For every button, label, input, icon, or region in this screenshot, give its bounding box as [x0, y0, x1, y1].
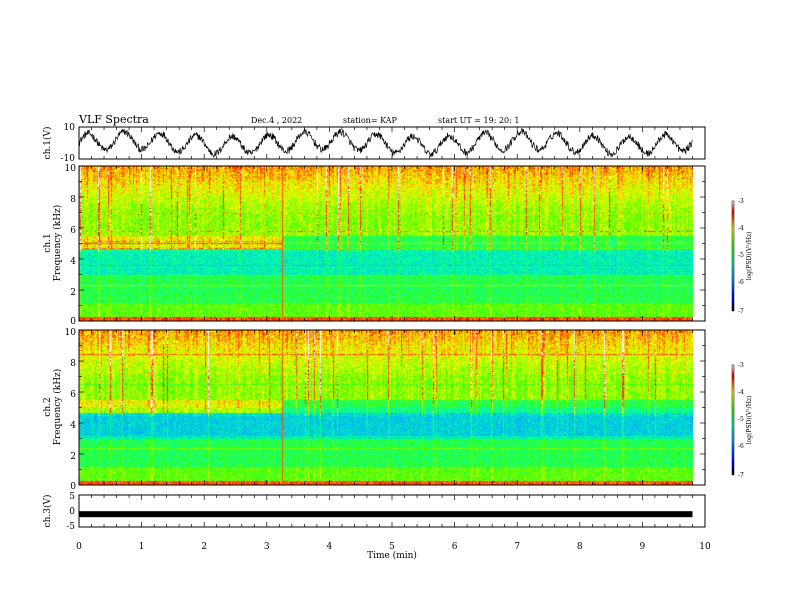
ch3-waveform-line [79, 511, 693, 518]
ch1-spectrogram-heatmap [79, 166, 693, 321]
x-tick-label-9: 9 [640, 542, 646, 552]
x-tick-label-4: 4 [327, 542, 333, 552]
x-tick-label-5: 5 [389, 542, 395, 552]
ch2-ytick-4: 4 [70, 421, 76, 431]
ch1-ytick-6: 6 [70, 226, 76, 236]
ch1-waveform-ylabel: ch.1(V) [42, 127, 53, 160]
ch2-channel-label: ch.2 [43, 397, 53, 416]
x-tick-label-1: 1 [139, 542, 145, 552]
x-tick-label-10: 10 [699, 542, 711, 552]
ch1-colorbar-tick-0: -3 [738, 198, 744, 205]
ch2-colorbar-tick-1: -4 [738, 389, 744, 396]
ch1-ytick-0: 0 [70, 317, 76, 327]
ch1-colorbar-tick-1: -4 [738, 225, 744, 232]
ch2-colorbar [731, 364, 735, 476]
x-axis-label: Time (min) [367, 550, 417, 561]
station-label: station= KAP [343, 116, 398, 125]
ch1-colorbar-tick-4: -7 [738, 308, 744, 315]
ch1-ytick-8: 8 [70, 195, 76, 205]
ch2-spectrogram-heatmap [79, 330, 693, 485]
ch1-ytick-2: 2 [70, 288, 76, 298]
ch1-colorbar-tick-3: -6 [738, 279, 744, 286]
date-label: Dec.4 , 2022 [251, 116, 302, 125]
ch2-colorbar-label: log(PSD)(V²/Hz) [746, 396, 753, 445]
ch1-waveform-panel: 10 -10 ch.1(V) [42, 123, 706, 164]
ch3-waveform-panel: 5 0 -5 ch.3(V) [42, 492, 706, 532]
ch2-ytick-8: 8 [70, 359, 76, 369]
x-tick-label-3: 3 [264, 542, 270, 552]
ch2-ytick-6: 6 [70, 390, 76, 400]
ch3-waveform-frame [78, 494, 706, 528]
ch3-ytick-top: 5 [69, 492, 75, 502]
start-time-label: start UT = 19: 20: 1 [438, 116, 519, 125]
x-axis: 0 1 2 3 4 5 6 7 8 9 10 Time (min) [76, 542, 711, 561]
ch3-ytick-bottom: -5 [66, 522, 75, 532]
x-tick-label-0: 0 [76, 542, 82, 552]
ch3-ytick-mid: 0 [69, 507, 75, 517]
ch3-waveform-ylabel: ch.3(V) [42, 495, 53, 528]
ch1-colorbar [731, 200, 735, 312]
ch1-spectrogram-panel: 0 2 4 6 8 10 ch.1 Frequency (kHz) -3 -4 … [43, 164, 753, 327]
ch2-ytick-0: 0 [70, 482, 76, 492]
ch1-ytick-10: 10 [65, 164, 77, 174]
figure-title: VLF Spectra [78, 113, 149, 126]
ch2-colorbar-tick-2: -5 [738, 416, 744, 423]
ch2-frequency-ylabel: Frequency (kHz) [52, 369, 63, 446]
x-tick-label-2: 2 [201, 542, 207, 552]
ch1-frequency-ylabel: Frequency (kHz) [52, 205, 63, 282]
x-tick-label-8: 8 [577, 542, 583, 552]
ch1-colorbar-tick-2: -5 [738, 252, 744, 259]
ch2-ytick-10: 10 [65, 328, 77, 338]
ch1-waveform-line [78, 127, 693, 158]
ch2-colorbar-tick-3: -6 [738, 443, 744, 450]
ch2-ytick-2: 2 [70, 452, 76, 462]
x-tick-label-6: 6 [452, 542, 458, 552]
ch1-ytick-4: 4 [70, 257, 76, 267]
ch2-spectrogram-panel: 0 2 4 6 8 10 ch.2 Frequency (kHz) -3 -4 … [43, 328, 753, 492]
ch2-spectrogram-yticks [79, 329, 705, 486]
ch1-spectrogram-yticks [79, 165, 705, 322]
x-tick-label-7: 7 [514, 542, 520, 552]
x-axis-ticks [78, 127, 706, 527]
ch1-colorbar-label: log(PSD)(V²/Hz) [746, 232, 753, 281]
ch1-ytick-bottom: -10 [61, 154, 76, 164]
ch2-colorbar-tick-0: -3 [738, 362, 744, 369]
ch1-ytick-top: 10 [64, 123, 76, 133]
ch1-channel-label: ch.1 [43, 233, 53, 252]
ch2-colorbar-tick-4: -7 [738, 472, 744, 479]
